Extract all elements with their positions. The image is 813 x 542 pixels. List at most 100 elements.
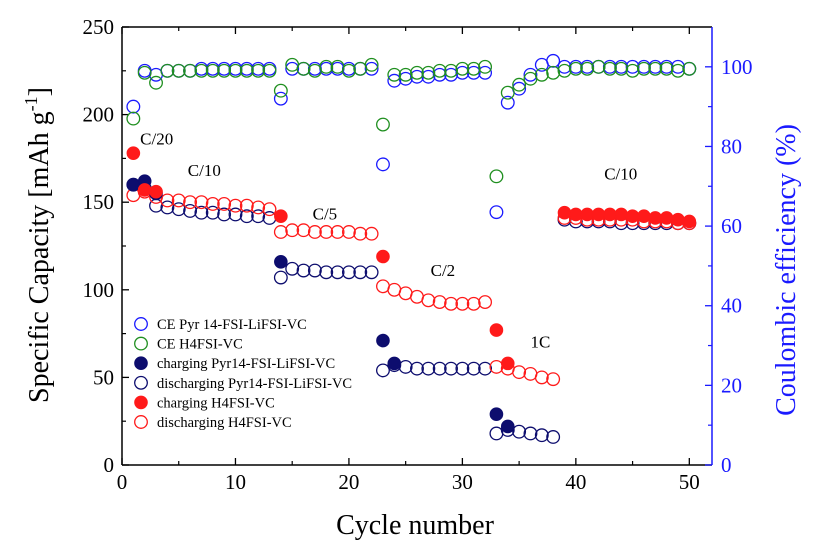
data-point bbox=[489, 359, 504, 374]
x-axis-title: Cycle number bbox=[336, 510, 495, 541]
data-point bbox=[387, 67, 402, 82]
data-point bbox=[444, 361, 458, 376]
data-point bbox=[432, 295, 447, 310]
legend-entry: charging H4FSI-VC bbox=[134, 395, 275, 411]
data-point bbox=[149, 75, 163, 90]
y-left-axis-title-sup: -1 bbox=[21, 96, 41, 111]
data-point bbox=[319, 225, 334, 239]
data-point bbox=[603, 207, 617, 222]
legend-label: charging H4FSI-VC bbox=[157, 395, 275, 411]
data-point bbox=[534, 428, 549, 443]
data-point bbox=[183, 204, 198, 218]
y-right-tick-label: 100 bbox=[721, 55, 753, 79]
data-point bbox=[637, 209, 651, 224]
data-point bbox=[285, 223, 300, 238]
data-point bbox=[682, 61, 697, 76]
data-point bbox=[285, 261, 300, 276]
data-point bbox=[239, 63, 254, 78]
data-point bbox=[410, 289, 424, 304]
y-left-tick-label: 250 bbox=[83, 15, 115, 39]
data-point bbox=[534, 370, 549, 385]
y-left-tick-label: 150 bbox=[83, 190, 115, 214]
rate-label: 1C bbox=[530, 333, 550, 352]
data-point bbox=[580, 207, 594, 222]
rate-label: C/2 bbox=[431, 261, 456, 280]
data-point bbox=[330, 265, 345, 280]
legend-label: discharging Pyr14-FSI-LiFSI-VC bbox=[157, 376, 352, 392]
data-point bbox=[239, 209, 254, 224]
data-point bbox=[228, 63, 243, 78]
data-point bbox=[444, 63, 458, 78]
data-point bbox=[262, 63, 277, 78]
data-point bbox=[568, 61, 583, 76]
data-point bbox=[183, 195, 198, 210]
data-point bbox=[149, 184, 163, 199]
data-point bbox=[376, 249, 390, 264]
data-point bbox=[500, 419, 515, 434]
data-point bbox=[273, 270, 288, 285]
data-point bbox=[466, 296, 481, 311]
data-point bbox=[376, 157, 390, 172]
legend-marker bbox=[134, 317, 148, 331]
x-tick-label: 50 bbox=[679, 470, 700, 494]
data-point bbox=[478, 59, 493, 74]
data-point bbox=[466, 61, 481, 76]
data-point bbox=[410, 65, 424, 80]
data-point bbox=[489, 205, 504, 220]
data-point bbox=[546, 430, 561, 444]
data-point bbox=[500, 356, 515, 371]
data-point bbox=[591, 207, 606, 222]
legend: CE Pyr 14-FSI-LiFSI-VC CE H4FSI-VC chargin… bbox=[134, 317, 352, 431]
data-point bbox=[432, 361, 447, 376]
data-point bbox=[421, 293, 436, 308]
rate-label: C/5 bbox=[313, 205, 338, 224]
data-point bbox=[341, 63, 356, 78]
legend-entry: discharging Pyr14-FSI-LiFSI-VC bbox=[134, 376, 352, 392]
data-point bbox=[512, 77, 527, 92]
data-point bbox=[217, 197, 232, 211]
data-point bbox=[659, 61, 674, 76]
data-point bbox=[137, 183, 152, 197]
data-point bbox=[546, 65, 561, 80]
data-point bbox=[410, 361, 424, 376]
data-point bbox=[523, 366, 538, 381]
data-point bbox=[296, 263, 311, 278]
data-point bbox=[614, 61, 629, 76]
series-group bbox=[126, 146, 697, 371]
rate-label: C/10 bbox=[188, 161, 221, 180]
data-point bbox=[376, 117, 390, 132]
data-point bbox=[534, 67, 549, 82]
data-point bbox=[421, 65, 436, 80]
data-point bbox=[183, 63, 198, 78]
data-point bbox=[364, 61, 379, 76]
data-point bbox=[489, 169, 504, 184]
data-point bbox=[478, 361, 493, 376]
data-point bbox=[296, 223, 311, 238]
data-point bbox=[455, 296, 470, 311]
legend-marker bbox=[134, 415, 148, 429]
y-left-tick-label: 50 bbox=[93, 365, 114, 389]
data-point bbox=[398, 359, 413, 374]
data-point bbox=[273, 225, 288, 239]
legend-marker bbox=[134, 356, 148, 371]
data-point bbox=[489, 407, 504, 421]
data-point bbox=[557, 63, 572, 78]
y-right-tick-label: 0 bbox=[721, 453, 732, 477]
data-point bbox=[432, 63, 447, 78]
data-point bbox=[251, 209, 266, 224]
data-point bbox=[614, 207, 629, 222]
data-point bbox=[160, 200, 175, 215]
data-point bbox=[217, 207, 232, 222]
data-point bbox=[591, 59, 606, 74]
x-tick-label: 20 bbox=[338, 470, 359, 494]
y-right-tick-label: 20 bbox=[721, 373, 742, 397]
y-left-tick-label: 100 bbox=[83, 278, 115, 302]
data-point bbox=[205, 63, 220, 78]
y-right-axis-title: Coulombic efficiency (%) bbox=[771, 124, 802, 416]
data-point bbox=[205, 205, 220, 220]
data-point bbox=[251, 200, 266, 215]
data-point bbox=[341, 225, 356, 239]
data-point bbox=[364, 226, 379, 241]
data-point bbox=[489, 323, 504, 337]
legend-label: charging Pyr14-FSI-LiFSI-VC bbox=[157, 356, 335, 372]
